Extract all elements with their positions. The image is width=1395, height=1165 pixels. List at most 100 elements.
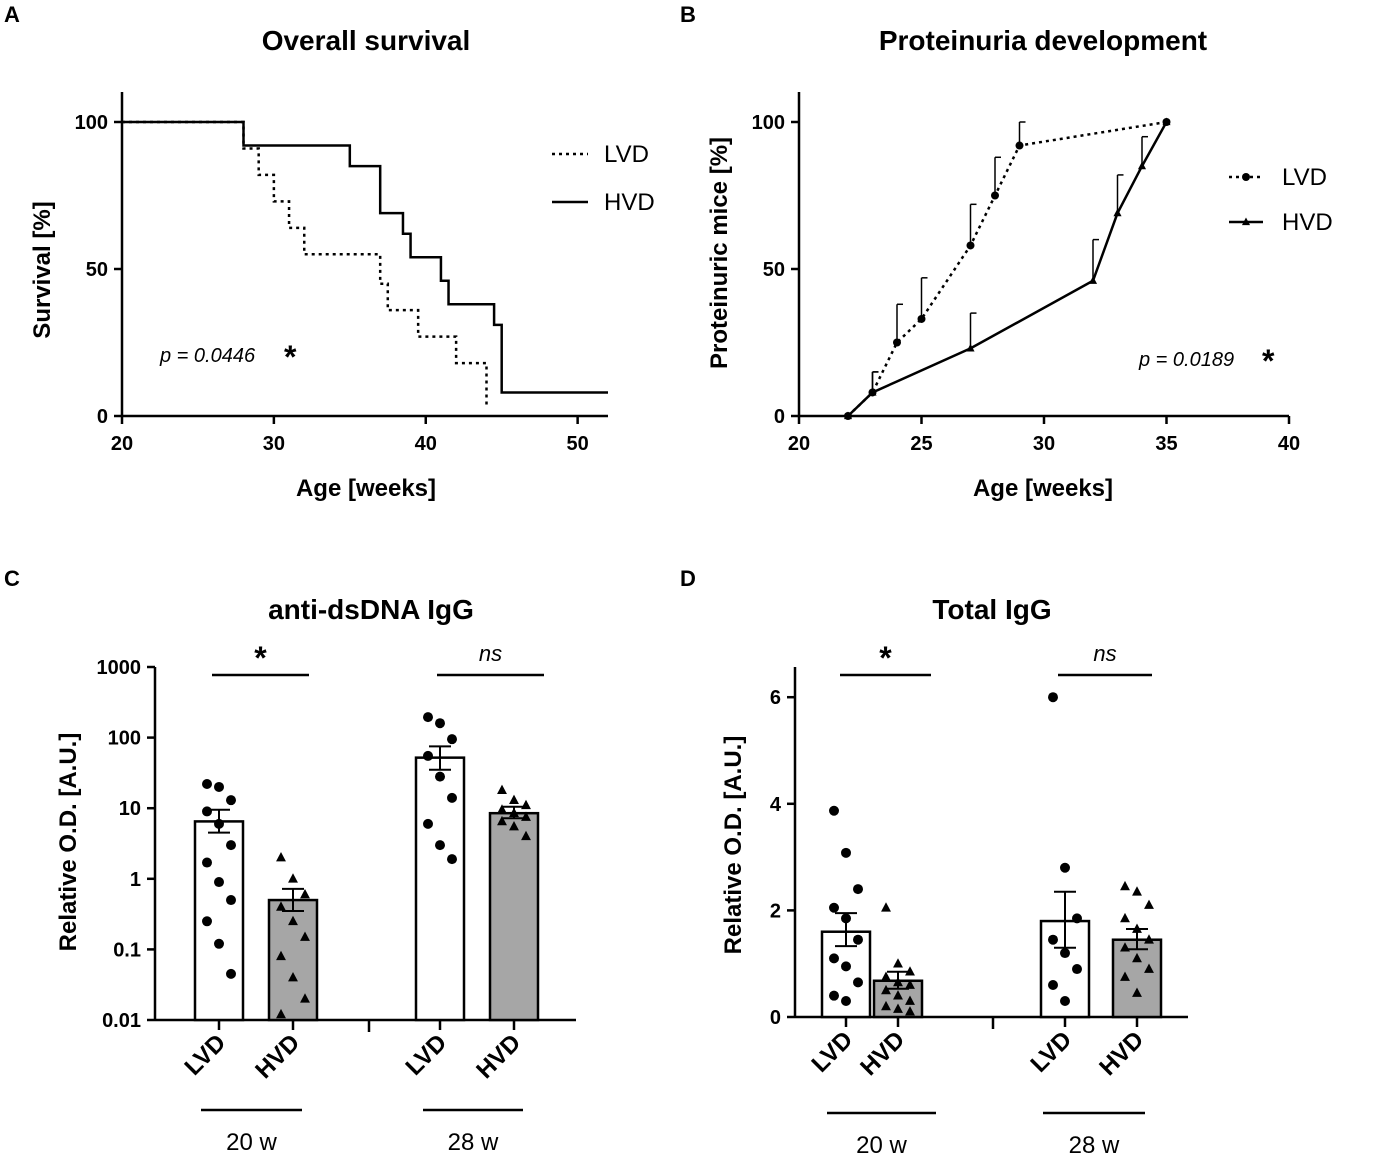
data-point-hvd [881, 971, 891, 981]
data-point-lvd [893, 338, 901, 347]
data-point-lvd [1048, 980, 1058, 991]
data-point-lvd [447, 854, 457, 865]
data-point-hvd [881, 902, 891, 912]
legend-label-lvd: LVD [604, 141, 649, 168]
data-point-lvd [841, 847, 851, 858]
panel-letter-c: C [4, 566, 20, 591]
data-point-lvd [853, 977, 863, 988]
panel-b-y-tick-label: 100 [752, 112, 785, 134]
data-point-hvd [1120, 912, 1130, 923]
group-label-0: 20 w [226, 1129, 277, 1156]
panel-a-xlabel: Age [weeks] [296, 475, 436, 502]
data-point-hvd [521, 830, 531, 841]
p-value: p = 0.0189 [1138, 349, 1234, 371]
data-point-hvd [966, 343, 975, 352]
data-point-hvd [521, 799, 531, 810]
data-point-lvd [447, 792, 457, 803]
data-point-hvd [497, 804, 507, 814]
data-point-hvd [1120, 880, 1130, 891]
panel-a-y-tick-label: 0 [97, 406, 108, 428]
panel-b-y-tick-label: 0 [774, 406, 785, 428]
data-point-hvd [881, 984, 891, 995]
data-point-lvd [991, 191, 999, 200]
data-point-hvd [893, 1003, 903, 1013]
panel-b-x-tick-label: 25 [910, 433, 932, 455]
data-point-lvd [1060, 948, 1070, 959]
series-line-hvd [122, 120, 608, 394]
panel-a-x-tick-label: 50 [567, 433, 589, 455]
panel-b-y-tick-label: 50 [763, 259, 785, 281]
data-point-hvd [300, 931, 310, 941]
data-point-lvd [1048, 692, 1058, 703]
data-point-hvd [905, 979, 915, 989]
data-point-hvd [276, 1008, 286, 1019]
category-label: HVD [855, 1026, 910, 1081]
data-point-hvd [893, 958, 903, 968]
data-point-lvd [423, 712, 433, 723]
data-point-hvd [1132, 886, 1142, 896]
panel-b-x-tick-label: 40 [1278, 433, 1300, 455]
data-point-lvd [1072, 964, 1082, 975]
data-point-hvd [1132, 923, 1142, 933]
data-point-lvd [435, 718, 445, 729]
data-point-hvd [893, 976, 903, 987]
data-point-lvd [214, 818, 224, 829]
panel-a-ylabel: Survival [%] [29, 201, 56, 338]
data-point-hvd [1137, 161, 1147, 170]
panel-a-title: Overall survival [262, 25, 471, 56]
data-point-lvd [829, 953, 839, 964]
group-label-0: 20 w [856, 1132, 907, 1159]
significance-star: * [254, 640, 267, 676]
panel-c-y-tick-label: 100 [108, 728, 141, 750]
data-point-lvd [202, 857, 212, 868]
data-point-hvd [905, 1006, 915, 1016]
data-point-lvd [853, 884, 863, 895]
data-point-hvd [905, 995, 915, 1005]
group-label-1: 28 w [1069, 1132, 1120, 1159]
panel-a-y-tick-label: 50 [86, 259, 108, 281]
data-point-hvd [881, 1000, 891, 1011]
bar-d-28w-hvd [1111, 938, 1163, 1019]
data-point-lvd [202, 916, 212, 927]
data-point-lvd [447, 734, 457, 745]
data-point-hvd [497, 784, 507, 795]
data-point-lvd [1048, 934, 1058, 945]
panel-a-x-tick-label: 30 [263, 433, 285, 455]
data-point-hvd [521, 811, 531, 821]
data-point-lvd [1072, 913, 1082, 924]
data-point-lvd [829, 805, 839, 816]
category-label: LVD [1025, 1026, 1077, 1078]
panel-b-x-tick-label: 30 [1033, 433, 1055, 455]
category-label: LVD [400, 1029, 452, 1081]
panel-letter-d: D [680, 566, 696, 591]
data-point-hvd [509, 807, 519, 818]
data-point-hvd [905, 966, 915, 976]
panel-d-y-tick-label: 6 [770, 687, 781, 709]
data-point-lvd [841, 961, 851, 972]
series-line-lvd [847, 120, 1167, 417]
data-point-hvd [288, 873, 298, 883]
data-point-lvd [853, 934, 863, 945]
data-point-hvd [1144, 899, 1154, 909]
data-point-lvd [202, 806, 212, 817]
data-point-hvd [1132, 952, 1142, 963]
panel-b-xlabel: Age [weeks] [973, 475, 1113, 502]
data-point-hvd [868, 387, 877, 396]
panel-b-x-tick-label: 20 [788, 433, 810, 455]
data-point-hvd [843, 411, 853, 420]
legend-label-lvd: LVD [1282, 164, 1327, 191]
data-point-lvd [435, 771, 445, 782]
data-point-lvd [214, 938, 224, 949]
data-point-hvd [1132, 987, 1142, 997]
data-point-hvd [1120, 971, 1130, 981]
panel-d-y-tick-label: 0 [770, 1007, 781, 1029]
data-point-lvd [1060, 996, 1070, 1007]
data-point-hvd [1144, 934, 1154, 944]
data-point-hvd [276, 852, 286, 862]
panel-b-ylabel: Proteinuric mice [%] [706, 137, 733, 369]
panel-c-title: anti-dsDNA IgG [268, 594, 474, 625]
legend-label-hvd: HVD [604, 189, 655, 216]
data-point-hvd [276, 901, 286, 911]
category-label: HVD [250, 1029, 305, 1084]
